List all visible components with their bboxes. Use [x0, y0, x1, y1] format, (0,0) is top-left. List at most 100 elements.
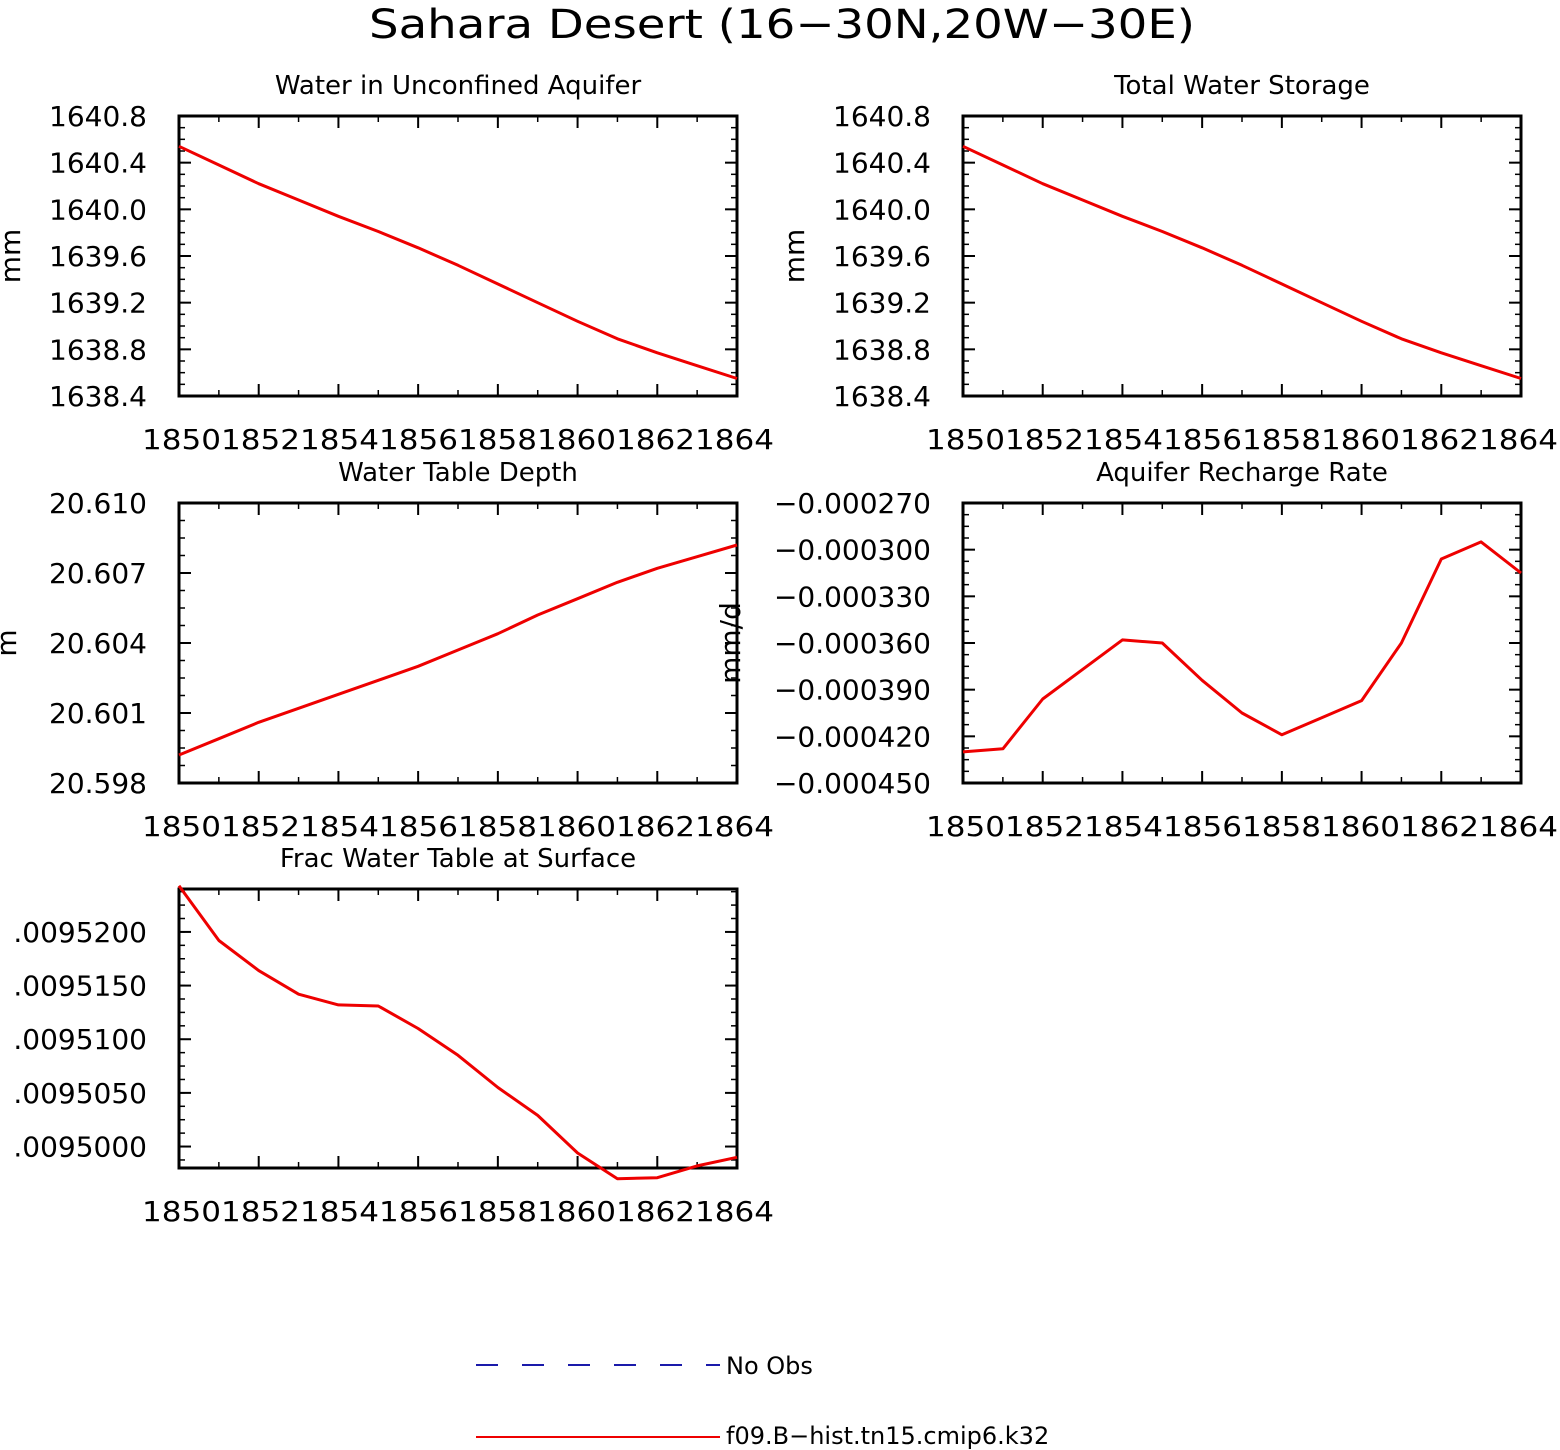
y-tick-label: .0095200: [13, 916, 147, 949]
x-tick-label: 1852: [1005, 810, 1084, 843]
x-tick-label: 1854: [1084, 423, 1163, 456]
y-tick-label: .0095000: [13, 1131, 147, 1164]
x-tick-label: 1858: [1242, 423, 1321, 456]
y-tick-label: 1638.8: [49, 333, 147, 366]
x-tick-label: 1860: [1321, 810, 1400, 843]
x-tick-label: 1856: [379, 1195, 458, 1228]
y-tick-label: 1639.2: [49, 287, 147, 320]
x-tick-label: 1860: [537, 1195, 616, 1228]
chart-panel-3: Water Table Depth 20.598 20.601 20.604 20.60…: [0, 458, 774, 843]
y-tick-label: 1638.8: [833, 333, 931, 366]
plot-frame: [961, 501, 1523, 785]
chart-title: Water in Unconfined Aquifer: [275, 71, 642, 101]
x-tick-label: 1862: [1400, 423, 1479, 456]
x-tick-label: 1850: [926, 423, 1005, 456]
x-tick-label: 1860: [537, 423, 616, 456]
x-tick-label: 1854: [300, 1195, 379, 1228]
y-tick-label: −0.000270: [774, 487, 931, 520]
y-tick-label: 20.598: [49, 767, 147, 800]
y-tick-label: −0.000450: [774, 767, 931, 800]
y-tick-label: 1639.2: [833, 287, 931, 320]
y-tick-label: .0095050: [13, 1077, 147, 1110]
x-tick-labels: 1850 1852 1854 1856 1858 1860 1862 1864: [142, 1195, 774, 1228]
y-tick-label: 1640.8: [49, 100, 147, 133]
x-tick-label: 1864: [695, 423, 774, 456]
x-tick-label: 1852: [221, 1195, 300, 1228]
y-tick-label: −0.000360: [774, 627, 931, 660]
series-line: [178, 144, 738, 380]
chart-title: Aquifer Recharge Rate: [1096, 458, 1388, 488]
y-tick-label: −0.000420: [774, 720, 931, 753]
y-tick-label: 1638.4: [49, 380, 147, 413]
x-tick-label: 1858: [458, 810, 537, 843]
x-tick-labels: 1850 1852 1854 1856 1858 1860 1862 1864: [142, 423, 774, 456]
plot-frame: [177, 114, 739, 398]
x-tick-label: 1850: [926, 810, 1005, 843]
x-tick-label: 1860: [1321, 423, 1400, 456]
y-tick-label: 20.607: [49, 557, 147, 590]
y-axis-label: mm/d: [714, 602, 747, 684]
chart-panel-5: Frac Water Table at Surface .0095000 .0095…: [13, 844, 774, 1228]
x-tick-label: 1858: [1242, 810, 1321, 843]
y-tick-label: .0095150: [13, 970, 147, 1003]
y-tick-label: 1639.6: [49, 240, 147, 273]
x-tick-label: 1856: [379, 810, 458, 843]
chart-panel-2: Total Water Storage 1638.4 1638.8 1639.2 163…: [778, 71, 1558, 456]
x-tick-label: 1864: [695, 1195, 774, 1228]
chart-title: Water Table Depth: [338, 458, 578, 488]
x-tick-label: 1862: [1400, 810, 1479, 843]
chart-title: Frac Water Table at Surface: [280, 844, 636, 874]
x-tick-label: 1850: [142, 810, 221, 843]
y-tick-label: −0.000390: [774, 674, 931, 707]
chart-panel-1: Water in Unconfined Aquifer 1638.4 1638.8 1…: [0, 71, 774, 456]
x-tick-labels: 1850 1852 1854 1856 1858 1860 1862 1864: [926, 810, 1558, 843]
plot-frame: [177, 887, 739, 1170]
y-tick-label: −0.000330: [774, 580, 931, 613]
legend-label-model: f09.B−hist.tn15.cmip6.k32: [726, 1422, 1049, 1450]
x-tick-label: 1864: [1479, 423, 1558, 456]
series-line: [962, 144, 1522, 380]
x-tick-label: 1864: [1479, 810, 1558, 843]
x-tick-label: 1860: [537, 810, 616, 843]
y-tick-label: 1638.4: [833, 380, 931, 413]
y-tick-label: .0095100: [13, 1023, 147, 1056]
x-tick-label: 1862: [616, 810, 695, 843]
x-tick-labels: 1850 1852 1854 1856 1858 1860 1862 1864: [926, 423, 1558, 456]
figure-title: Sahara Desert (16−30N,20W−30E): [369, 2, 1195, 48]
y-axis-label: m: [0, 629, 23, 656]
y-axis-label: mm: [0, 229, 27, 284]
y-tick-label: 20.601: [49, 697, 147, 730]
y-tick-label: 1639.6: [833, 240, 931, 273]
chart-title: Total Water Storage: [1113, 71, 1370, 101]
y-tick-label: 1640.0: [833, 193, 931, 226]
y-tick-label: 1640.4: [49, 147, 147, 180]
x-tick-label: 1862: [616, 1195, 695, 1228]
y-tick-label: 1640.0: [49, 193, 147, 226]
y-tick-label: 1640.4: [833, 147, 931, 180]
x-tick-label: 1864: [695, 810, 774, 843]
chart-panel-4: Aquifer Recharge Rate −0.000450 −0.000420 −…: [714, 458, 1558, 843]
y-tick-label: 1640.8: [833, 100, 931, 133]
x-tick-label: 1856: [1163, 810, 1242, 843]
x-tick-label: 1852: [221, 423, 300, 456]
plot-frame: [961, 114, 1523, 398]
legend: No Obs f09.B−hist.tn15.cmip6.k32: [476, 1352, 1049, 1450]
y-axis-label: mm: [778, 229, 811, 284]
y-tick-label: 20.610: [49, 487, 147, 520]
y-tick-label: −0.000300: [774, 534, 931, 567]
x-tick-label: 1850: [142, 1195, 221, 1228]
x-tick-label: 1852: [1005, 423, 1084, 456]
x-tick-label: 1850: [142, 423, 221, 456]
x-tick-label: 1856: [379, 423, 458, 456]
x-tick-label: 1854: [300, 810, 379, 843]
series-line: [177, 884, 738, 1181]
x-tick-label: 1852: [221, 810, 300, 843]
plot-frame: [177, 501, 739, 785]
x-tick-label: 1862: [616, 423, 695, 456]
x-tick-label: 1858: [458, 1195, 537, 1228]
x-tick-label: 1854: [300, 423, 379, 456]
x-tick-label: 1858: [458, 423, 537, 456]
x-tick-label: 1856: [1163, 423, 1242, 456]
x-tick-label: 1854: [1084, 810, 1163, 843]
